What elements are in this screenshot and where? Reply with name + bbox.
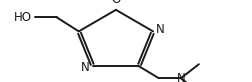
Text: HO: HO: [14, 11, 32, 24]
Text: N: N: [156, 23, 165, 36]
Text: N: N: [176, 72, 185, 82]
Text: O: O: [111, 0, 120, 6]
Text: N: N: [81, 61, 90, 74]
